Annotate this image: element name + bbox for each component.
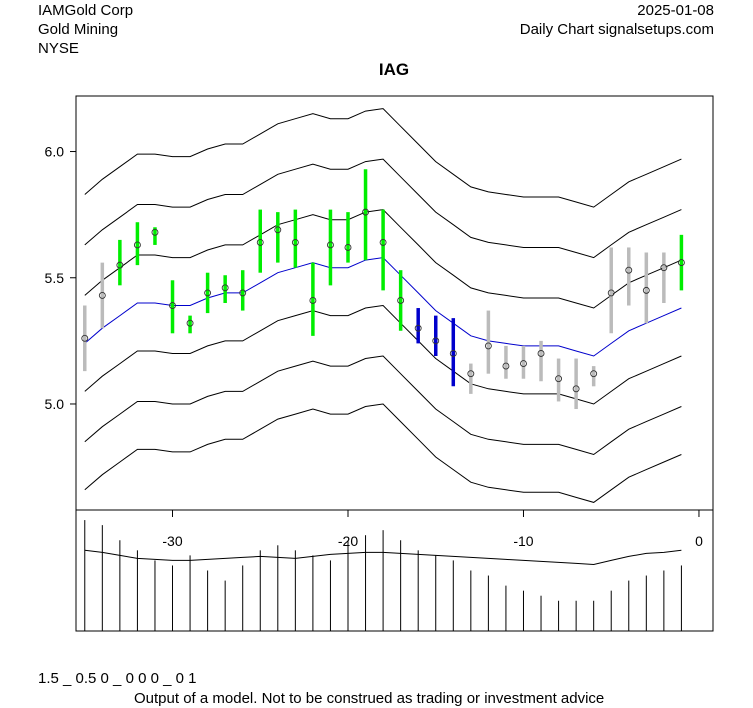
close-marker — [116, 261, 124, 269]
chart-date: 2025-01-08 — [637, 2, 714, 19]
price-bands — [84, 108, 682, 503]
close-marker — [397, 297, 405, 304]
close-marker — [133, 241, 141, 249]
band-line — [84, 304, 682, 405]
close-marker — [362, 208, 369, 216]
y-tick-label: 5.5 — [45, 270, 65, 286]
close-marker — [520, 360, 527, 368]
close-marker — [239, 289, 247, 297]
y-tick-label: 5.0 — [45, 396, 65, 412]
close-marker — [344, 244, 352, 251]
close-marker — [186, 319, 194, 327]
x-tick-label: 0 — [695, 533, 703, 549]
close-marker — [660, 264, 668, 272]
close-marker — [607, 289, 615, 297]
close-marker — [414, 324, 422, 332]
close-marker — [590, 370, 598, 378]
x-tick-label: -30 — [162, 533, 182, 549]
close-marker — [502, 362, 510, 370]
close-marker — [379, 238, 387, 246]
close-marker — [572, 385, 580, 393]
volume-average-line — [84, 549, 682, 566]
volume-bars — [84, 520, 682, 631]
y-axis: 5.0 5.5 6.0 — [45, 144, 76, 412]
close-marker — [256, 238, 264, 246]
close-marker — [677, 259, 685, 267]
y-tick-label: 6.0 — [45, 144, 65, 160]
close-marker — [326, 241, 334, 249]
close-marker — [81, 334, 89, 342]
band-line — [84, 355, 682, 456]
close-marker — [432, 337, 440, 345]
chart-source: Daily Chart signalsetups.com — [519, 21, 714, 38]
disclaimer: Output of a model. Not to be construed a… — [134, 690, 605, 707]
close-marker — [221, 284, 229, 292]
exchange: NYSE — [38, 40, 79, 57]
close-marker — [204, 289, 212, 297]
industry: Gold Mining — [38, 21, 119, 38]
band-line — [84, 108, 682, 208]
close-marker — [169, 302, 176, 309]
band-line — [84, 403, 682, 503]
volume-panel-frame — [75, 509, 714, 632]
close-marker — [625, 266, 633, 274]
band-line — [84, 158, 682, 259]
close-marker — [291, 238, 299, 246]
company-name: IAMGold Corp — [38, 2, 134, 19]
x-tick-label: -10 — [513, 533, 533, 549]
chart-title: IAG — [379, 60, 409, 79]
close-marker — [98, 291, 106, 299]
model-code: 1.5 _ 0.5 0 _ 0 0 0 _ 0 1 — [38, 670, 197, 687]
close-marker — [642, 286, 650, 294]
price-bars — [81, 169, 685, 410]
close-marker — [449, 350, 457, 357]
close-marker — [151, 228, 159, 236]
close-marker — [484, 342, 492, 350]
close-marker — [309, 297, 317, 304]
x-axis: -30 -20 -10 0 — [162, 510, 703, 549]
close-marker — [467, 370, 475, 378]
close-marker — [274, 226, 282, 234]
close-marker — [555, 375, 563, 383]
close-marker — [537, 350, 545, 357]
